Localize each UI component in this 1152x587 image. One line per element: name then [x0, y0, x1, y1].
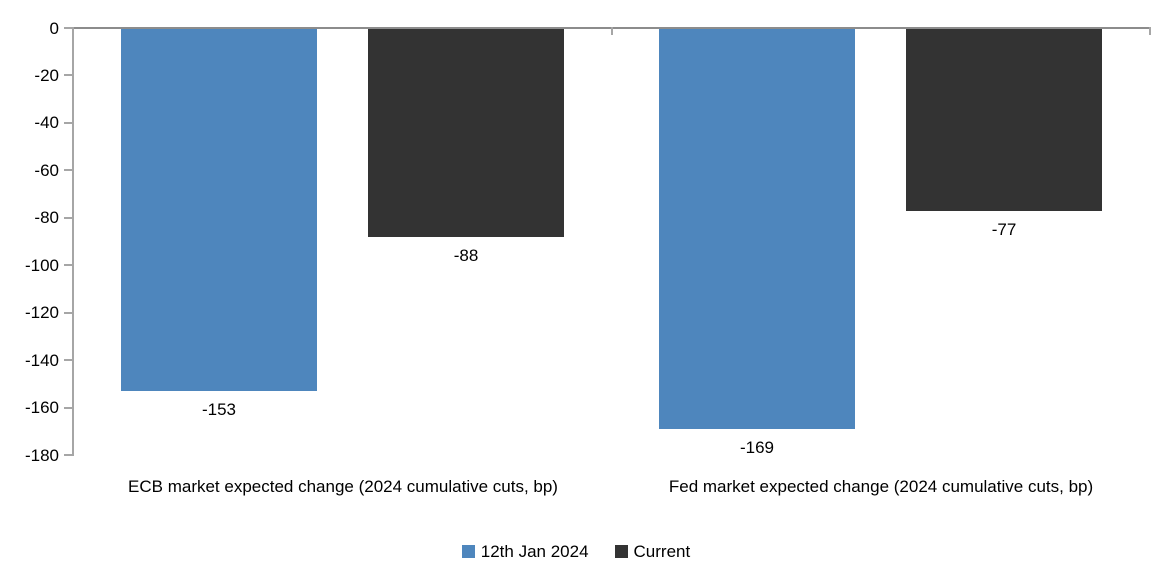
legend-item: Current — [614, 542, 691, 561]
legend-swatch-icon — [461, 545, 475, 558]
bar-current-group2 — [906, 29, 1102, 211]
legend-swatch-icon — [614, 545, 628, 558]
bar-12th-jan-2024-group2 — [659, 29, 855, 429]
legend-label: Current — [633, 542, 691, 561]
y-axis-tick-label: -180 — [24, 445, 59, 465]
y-axis-tick — [64, 359, 72, 362]
legend-item: 12th Jan 2024 — [461, 542, 589, 561]
data-label: -77 — [991, 219, 1017, 239]
y-axis-tick-label: -40 — [34, 113, 59, 133]
category-boundary-tick — [1149, 27, 1151, 35]
legend-label: 12th Jan 2024 — [480, 542, 589, 561]
y-axis-tick-label: 0 — [49, 18, 59, 38]
y-axis-line — [72, 27, 74, 456]
data-label: -88 — [453, 245, 479, 265]
y-axis-tick — [64, 264, 72, 267]
y-axis-tick-label: -120 — [24, 303, 59, 323]
bar-12th-jan-2024-group1 — [121, 29, 317, 391]
y-axis-tick-label: -20 — [34, 65, 59, 85]
y-axis-tick — [64, 454, 72, 456]
y-axis-tick — [64, 27, 72, 29]
y-axis-tick — [64, 311, 72, 314]
category-boundary-tick — [611, 27, 613, 35]
category-label: ECB market expected change (2024 cumulat… — [128, 477, 558, 496]
y-axis-tick-label: -60 — [34, 160, 59, 180]
y-axis-tick — [64, 121, 72, 124]
y-axis-tick-label: -80 — [34, 208, 59, 228]
y-axis-tick-label: -100 — [24, 255, 59, 275]
y-axis-tick — [64, 406, 72, 409]
bar-current-group1 — [368, 29, 564, 237]
legend: 12th Jan 2024 Current — [0, 542, 1152, 561]
data-label: -153 — [201, 399, 237, 419]
y-axis-tick — [64, 169, 72, 172]
y-axis-tick — [64, 74, 72, 77]
category-label: Fed market expected change (2024 cumulat… — [668, 477, 1094, 496]
y-axis-tick-label: -140 — [24, 350, 59, 370]
y-axis-tick-label: -160 — [24, 398, 59, 418]
data-label: -169 — [739, 437, 775, 457]
y-axis-tick — [64, 216, 72, 219]
